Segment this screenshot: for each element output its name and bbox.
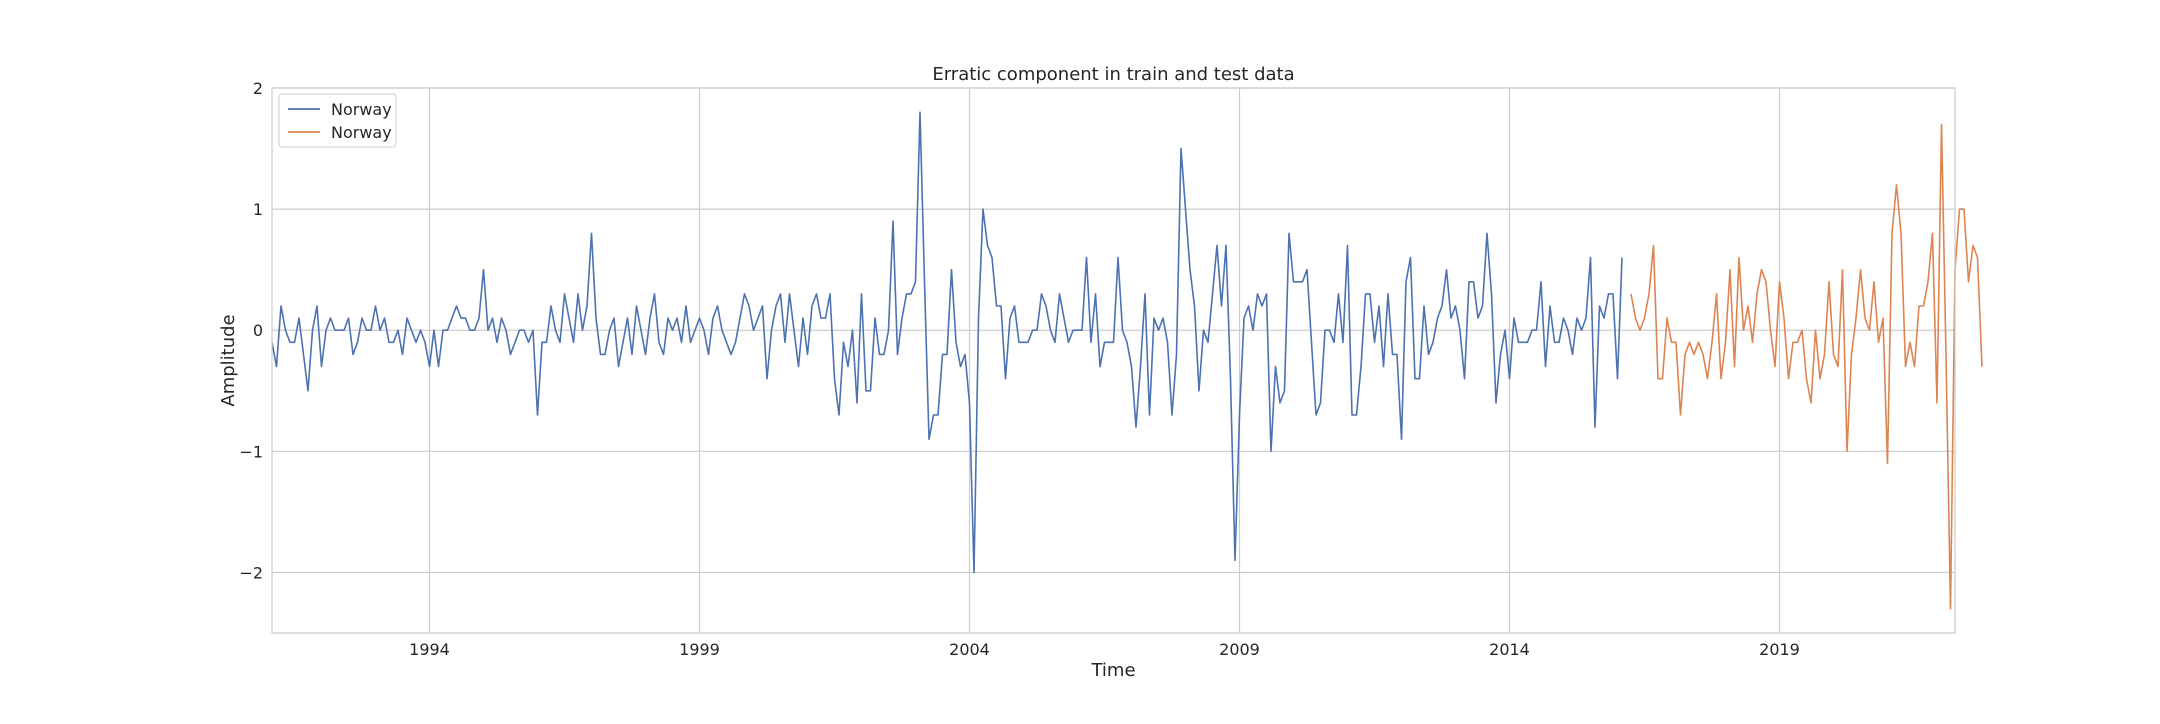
x-tick-label-1999: 1999 xyxy=(679,640,720,659)
tick-labels: 1994 1999 2004 2009 2014 2019 2 1 0 −1 −2 xyxy=(239,79,1799,659)
x-tick-label-1994: 1994 xyxy=(409,640,450,659)
x-tick-label-2009: 2009 xyxy=(1219,640,1260,659)
y-tick-label-4: −2 xyxy=(239,563,263,582)
y-tick-label-3: −1 xyxy=(239,442,263,461)
y-tick-label-1: 1 xyxy=(253,200,263,219)
x-tick-label-2004: 2004 xyxy=(949,640,990,659)
legend-label-norway-train: Norway xyxy=(331,100,392,119)
y-tick-label-0: 2 xyxy=(253,79,263,98)
x-tick-label-2019: 2019 xyxy=(1759,640,1800,659)
x-axis-label: Time xyxy=(1090,660,1135,681)
chart-title: Erratic component in train and test data xyxy=(932,64,1294,85)
y-tick-label-2: 0 xyxy=(253,321,263,340)
legend-label-norway-test: Norway xyxy=(331,123,392,142)
series-line-norway-train xyxy=(271,111,1623,574)
series-lines xyxy=(271,111,1983,610)
y-axis-label: Amplitude xyxy=(218,314,239,406)
legend-box xyxy=(278,93,397,148)
plot-frame xyxy=(271,87,1956,634)
plot-background xyxy=(272,88,1955,633)
x-tick-label-2014: 2014 xyxy=(1489,640,1530,659)
series-line-norway-test xyxy=(1630,123,1983,610)
legend: Norway Norway xyxy=(278,93,397,148)
